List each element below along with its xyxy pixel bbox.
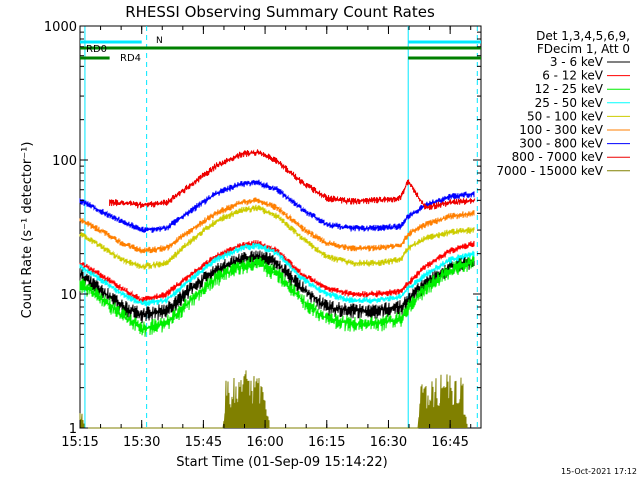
x-tick-label-4: 16:15 xyxy=(308,435,345,450)
series-line-4 xyxy=(79,204,475,270)
legend-label-6: 300 - 800 keV xyxy=(519,137,603,151)
legend-label-3: 25 - 50 keV xyxy=(535,96,604,110)
series-line-2 xyxy=(79,254,475,337)
x-tick-label-0: 15:15 xyxy=(61,435,98,450)
y-tick-label-0: 1 xyxy=(69,422,77,437)
timestamp: 15-Oct-2021 17:12 xyxy=(561,467,637,476)
legend-label-2: 12 - 25 keV xyxy=(535,82,604,96)
x-tick-label-2: 15:45 xyxy=(185,435,222,450)
legend-label-4: 50 - 100 keV xyxy=(527,109,604,123)
y-tick-label-2: 100 xyxy=(52,154,77,169)
legend-label-0: 3 - 6 keV xyxy=(550,55,604,69)
x-tick-label-5: 16:30 xyxy=(370,435,407,450)
x-tick-label-6: 16:45 xyxy=(431,435,468,450)
series-line-3 xyxy=(79,242,475,306)
state-label-rd4: RD4 xyxy=(120,53,141,64)
series-lines xyxy=(79,149,476,429)
x-tick-label-3: 16:00 xyxy=(246,435,283,450)
series-line-5 xyxy=(79,197,475,254)
legend-header-1: Det 1,3,4,5,6,9, xyxy=(536,29,630,43)
state-label-n: N xyxy=(156,36,163,46)
chart-title: RHESSI Observing Summary Count Rates xyxy=(125,3,435,21)
state-label-rd0: RD0 xyxy=(86,44,107,55)
series-line-0 xyxy=(79,250,475,324)
y-tick-label-1: 10 xyxy=(60,288,77,303)
y-axis-label: Count Rate (s⁻¹ detector⁻¹) xyxy=(20,142,35,319)
x-tick-label-1: 15:30 xyxy=(123,435,160,450)
vertical-markers xyxy=(84,26,478,428)
series-line-8 xyxy=(79,370,468,429)
y-axis: 1 10 100 1000 xyxy=(44,20,481,437)
series-line-6 xyxy=(79,179,475,233)
series-line-7 xyxy=(109,149,476,211)
legend-label-7: 800 - 7000 keV xyxy=(512,150,604,164)
y-tick-label-3: 1000 xyxy=(44,20,77,35)
legend-label-5: 100 - 300 keV xyxy=(519,123,603,137)
legend-label-1: 6 - 12 keV xyxy=(542,69,604,83)
legend-label-8: 7000 - 15000 keV xyxy=(496,164,603,178)
legend-header-2: FDecim 1, Att 0 xyxy=(537,42,630,56)
state-bars: N RD0 RD4 xyxy=(80,36,481,64)
x-axis-label: Start Time (01-Sep-09 15:14:22) xyxy=(176,455,387,470)
x-axis: 15:15 15:30 15:45 16:00 16:15 16:30 16:45 xyxy=(61,26,472,450)
